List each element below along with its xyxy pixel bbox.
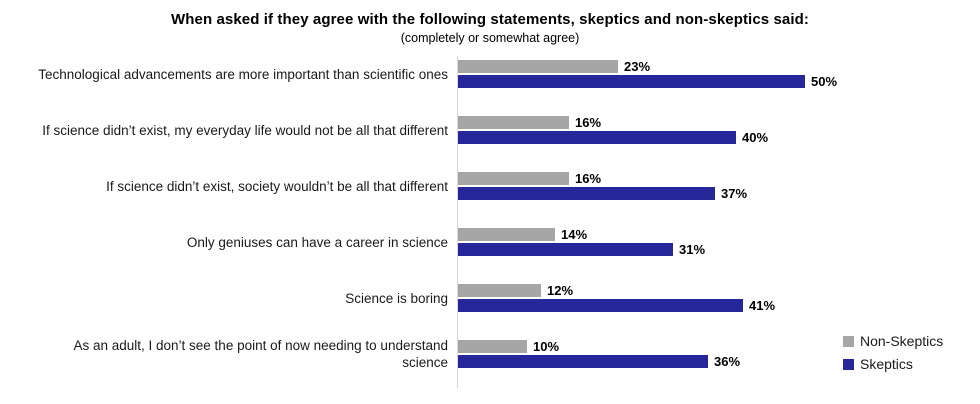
bar-line-skeptics: 31% <box>458 243 705 256</box>
bar-line-skeptics: 36% <box>458 355 740 368</box>
category-label: If science didn’t exist, society wouldn’… <box>106 178 448 194</box>
bar-line-non-skeptics: 16% <box>458 172 747 185</box>
value-label-non-skeptics: 14% <box>561 227 588 242</box>
bar-group: 23% 50% <box>457 60 837 88</box>
bar-skeptics <box>458 243 673 256</box>
category-label: If science didn’t exist, my everyday lif… <box>42 122 448 138</box>
category-label: Technological advancements are more impo… <box>38 66 448 82</box>
category-row: Only geniuses can have a career in scien… <box>0 222 980 278</box>
category-label: Only geniuses can have a career in scien… <box>186 234 448 250</box>
value-label-non-skeptics: 16% <box>575 115 602 130</box>
category-label: As an adult, I don’t see the point of no… <box>73 338 448 370</box>
bar-group: 14% 31% <box>457 228 705 256</box>
value-label-skeptics: 36% <box>714 354 741 369</box>
category-label: Science is boring <box>345 290 448 306</box>
chart-subtitle: (completely or somewhat agree) <box>400 31 580 45</box>
bar-group: 10% 36% <box>457 340 740 368</box>
plot-area: Technological advancements are more impo… <box>0 54 980 398</box>
value-label-skeptics: 37% <box>721 186 748 201</box>
category-rows: Technological advancements are more impo… <box>0 54 980 390</box>
value-label-non-skeptics: 10% <box>533 339 560 354</box>
legend-label-non-skeptics: Non-Skeptics <box>860 333 944 349</box>
bar-line-non-skeptics: 12% <box>458 284 775 297</box>
bar-non-skeptics <box>458 228 555 241</box>
bar-line-non-skeptics: 14% <box>458 228 705 241</box>
value-label-skeptics: 40% <box>742 130 769 145</box>
bar-non-skeptics <box>458 172 569 185</box>
bar-skeptics <box>458 131 736 144</box>
bar-group: 16% 37% <box>457 172 747 200</box>
bar-skeptics <box>458 299 743 312</box>
bar-non-skeptics <box>458 284 541 297</box>
bar-line-non-skeptics: 10% <box>458 340 740 353</box>
bar-line-non-skeptics: 16% <box>458 116 768 129</box>
legend-item-non-skeptics: Non-Skeptics <box>843 334 943 348</box>
legend-swatch-skeptics <box>843 358 854 370</box>
category-axis-line <box>457 56 458 388</box>
bar-line-skeptics: 37% <box>458 187 747 200</box>
value-label-non-skeptics: 16% <box>575 171 602 186</box>
bar-skeptics <box>458 355 708 368</box>
value-label-non-skeptics: 23% <box>624 59 651 74</box>
value-label-skeptics: 31% <box>679 242 706 257</box>
category-row: Science is boring 12% 41% <box>0 278 980 334</box>
value-label-skeptics: 41% <box>749 298 776 313</box>
bar-non-skeptics <box>458 116 569 129</box>
bar-non-skeptics <box>458 60 618 73</box>
legend-item-skeptics: Skeptics <box>843 357 943 371</box>
legend-label-skeptics: Skeptics <box>860 356 913 372</box>
category-row: Technological advancements are more impo… <box>0 54 980 110</box>
bar-line-skeptics: 50% <box>458 75 837 88</box>
legend-swatch-non-skeptics <box>843 335 854 347</box>
bar-skeptics <box>458 187 715 200</box>
chart-title: When asked if they agree with the follow… <box>170 11 809 28</box>
value-label-non-skeptics: 12% <box>547 283 574 298</box>
bar-non-skeptics <box>458 340 527 353</box>
bar-skeptics <box>458 75 805 88</box>
category-row: As an adult, I don’t see the point of no… <box>0 334 980 390</box>
legend: Non-Skeptics Skeptics <box>843 334 943 371</box>
bar-line-skeptics: 40% <box>458 131 768 144</box>
category-row: If science didn’t exist, my everyday lif… <box>0 110 980 166</box>
category-row: If science didn’t exist, society wouldn’… <box>0 166 980 222</box>
bar-line-non-skeptics: 23% <box>458 60 837 73</box>
bar-group: 16% 40% <box>457 116 768 144</box>
bar-line-skeptics: 41% <box>458 299 775 312</box>
value-label-skeptics: 50% <box>811 74 838 89</box>
bar-group: 12% 41% <box>457 284 775 312</box>
